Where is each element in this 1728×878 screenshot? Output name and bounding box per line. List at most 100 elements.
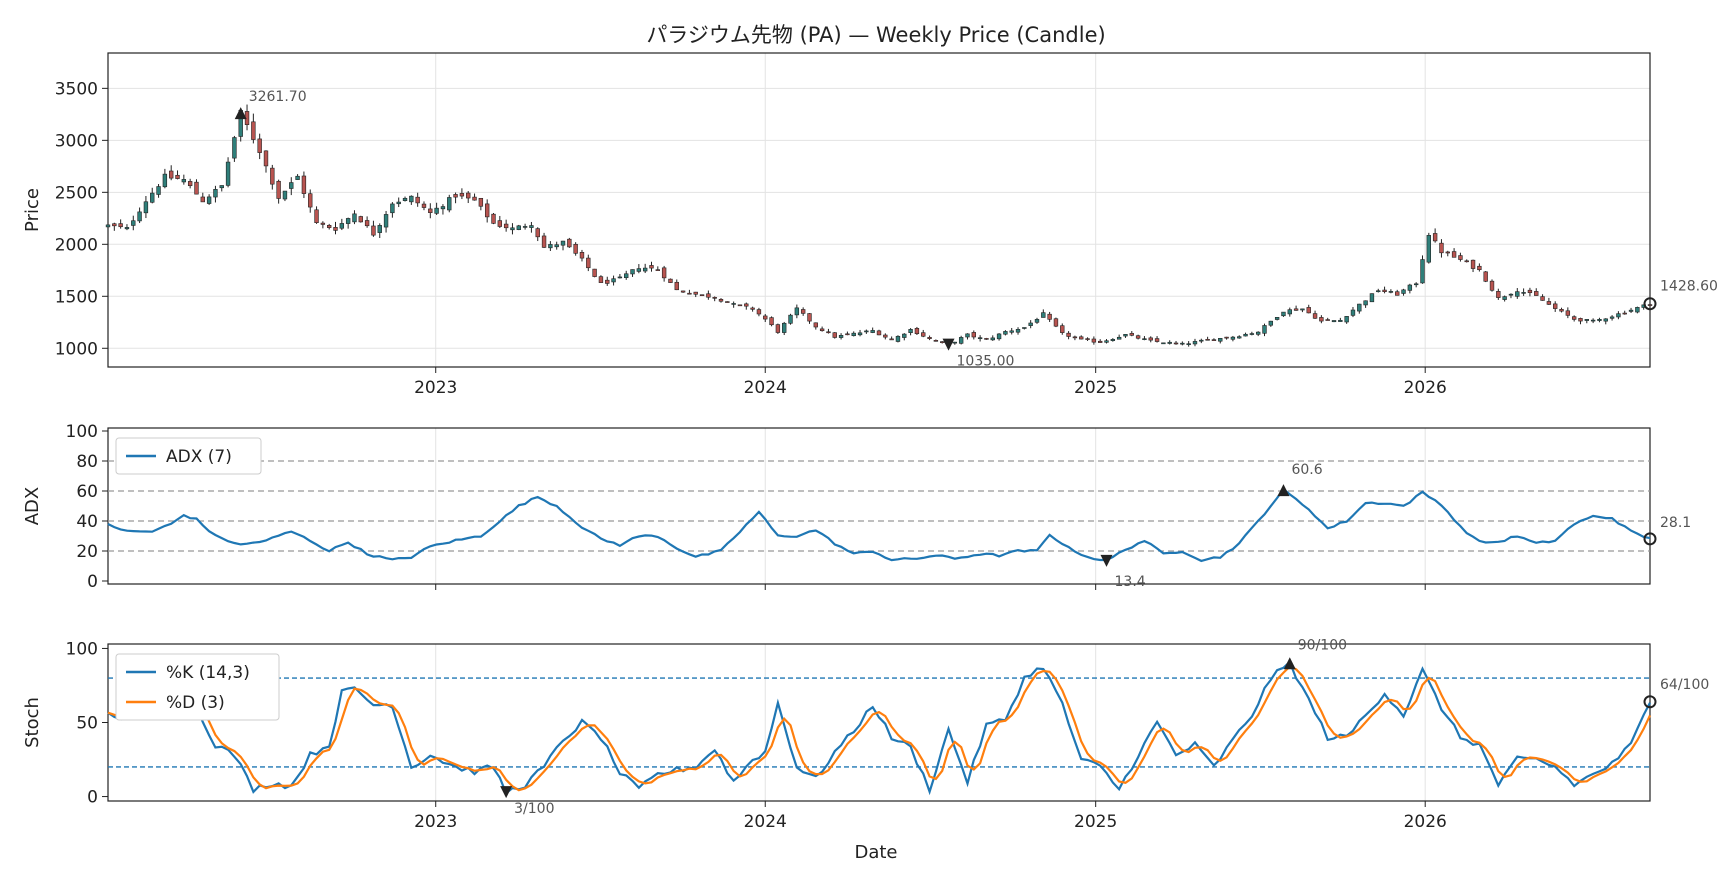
candle-body	[1192, 341, 1198, 345]
candle-body	[1477, 265, 1482, 271]
candle-body	[1047, 313, 1052, 320]
candle-body	[453, 194, 458, 198]
candle-body	[1357, 303, 1362, 312]
candle-body	[1066, 332, 1071, 337]
candle-body	[1502, 296, 1507, 300]
candle-body	[807, 313, 812, 322]
candle-body	[958, 337, 964, 344]
candle-body	[902, 333, 907, 338]
stoch-annotation-marker	[500, 786, 513, 799]
candle-body	[1230, 336, 1236, 340]
candle-body	[775, 324, 781, 333]
candle-body	[415, 196, 420, 204]
candle-body	[225, 161, 231, 186]
candle-body	[1079, 336, 1084, 340]
candle-body	[459, 193, 465, 197]
candle-body	[763, 315, 768, 320]
candle-body	[813, 322, 818, 328]
candle-body	[421, 203, 427, 208]
candle-body	[567, 238, 572, 248]
candle-body	[1413, 283, 1419, 286]
candle-body	[990, 337, 995, 341]
candle-body	[1331, 320, 1337, 323]
candle-body	[1085, 338, 1090, 340]
candle-body	[206, 196, 212, 204]
candle-body	[1578, 318, 1583, 322]
candle-body	[434, 207, 439, 214]
candle-body	[181, 179, 187, 183]
stoch-k-line	[107, 659, 1651, 796]
candle-body	[1616, 313, 1621, 318]
candle-body	[1186, 343, 1191, 346]
stoch-annotation-marker	[1283, 657, 1296, 670]
candle-body	[1338, 319, 1343, 322]
adx-ytick-label: 60	[76, 482, 98, 502]
adx-legend: ADX (7)	[115, 437, 262, 475]
candle-body	[1003, 331, 1008, 335]
candle-body	[706, 293, 711, 298]
candle-body	[1527, 289, 1533, 294]
candle-body	[1041, 312, 1046, 318]
adx-annotation-marker	[1643, 532, 1657, 546]
candle-body	[876, 330, 882, 336]
candle-body	[1199, 339, 1204, 342]
candle-body	[428, 208, 433, 213]
candle-body	[1407, 284, 1413, 291]
candle-body	[1439, 242, 1444, 254]
candle-body	[1028, 322, 1033, 326]
candle-body	[592, 268, 597, 277]
stoch-y-axis-label: Stoch	[22, 697, 43, 748]
candle-body	[175, 174, 180, 179]
candle-body	[800, 309, 806, 314]
candle-body	[1571, 316, 1577, 320]
adx-frame	[107, 427, 1651, 585]
candle-body	[914, 328, 920, 335]
candle-body	[1565, 310, 1571, 316]
candle-body	[187, 181, 193, 187]
adx-ytick-label: 20	[76, 542, 98, 562]
candle-body	[1515, 291, 1520, 297]
price-annotation-marker	[1643, 297, 1657, 311]
stoch-annotation-label: 3/100	[514, 801, 554, 817]
candle-body	[737, 304, 743, 307]
candle-body	[1540, 296, 1545, 301]
price-xtick-label: 2025	[1074, 378, 1117, 398]
candle-body	[1401, 289, 1406, 294]
candle-body	[377, 225, 382, 233]
candle-body	[1369, 293, 1375, 303]
adx-legend-label: ADX (7)	[166, 447, 232, 467]
candle-body	[371, 225, 376, 236]
stoch-annotation-label: 64/100	[1660, 677, 1709, 693]
candle-body	[402, 197, 408, 201]
candle-body	[1205, 338, 1210, 341]
candle-body	[1180, 342, 1185, 345]
adx-annotation-label: 13.4	[1115, 574, 1146, 590]
candle-body	[1110, 339, 1116, 341]
price-ytick-label: 1000	[55, 339, 98, 359]
candle-body	[213, 189, 218, 198]
candle-body	[1274, 317, 1280, 320]
candle-body	[611, 278, 616, 283]
candle-body	[1053, 318, 1059, 327]
stoch-annotation-label: 90/100	[1298, 637, 1347, 653]
price-annotation-label: 1035.00	[957, 354, 1015, 370]
candle-body	[1224, 336, 1229, 339]
candle-body	[1464, 260, 1469, 263]
price-ytick-label: 3500	[55, 79, 98, 99]
candle-body	[143, 201, 149, 214]
candle-body	[535, 228, 540, 238]
stoch-d-line	[107, 665, 1651, 792]
candle-body	[327, 224, 332, 228]
candle-body	[1015, 328, 1021, 333]
candle-body	[819, 328, 825, 332]
candle-body	[308, 193, 313, 208]
candle-body	[1287, 309, 1292, 315]
candle-body	[1300, 308, 1305, 311]
candle-body	[642, 267, 648, 272]
candle-body	[636, 268, 642, 272]
stoch-xtick-label: 2023	[414, 812, 457, 832]
candle-body	[794, 307, 800, 316]
candle-body	[263, 150, 269, 167]
candle-body	[1432, 233, 1438, 242]
